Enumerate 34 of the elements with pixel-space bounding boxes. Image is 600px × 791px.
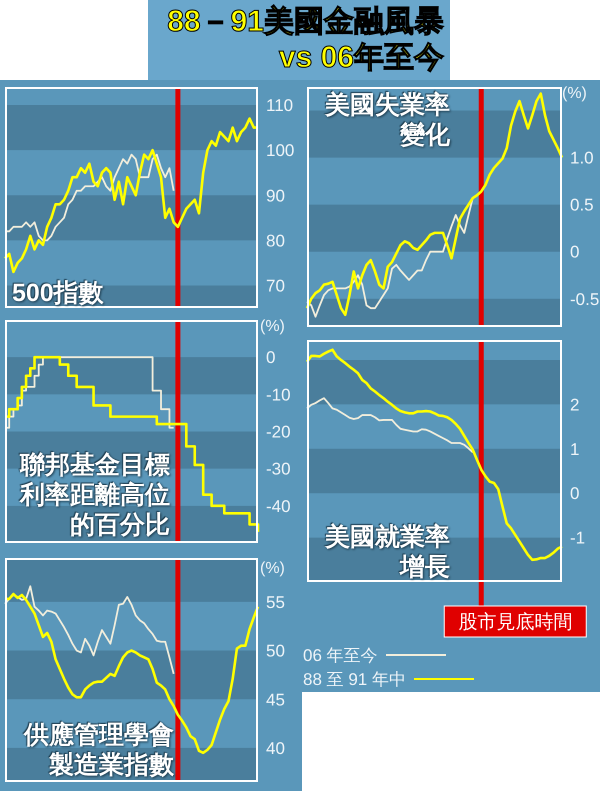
- text: 美國失業率變化: [324, 90, 450, 150]
- y-tick-label: 45: [266, 690, 285, 710]
- y-axis-title: (%): [260, 560, 285, 578]
- text: 聯邦基金目標利率距離高位的百分比: [18, 450, 170, 540]
- text: 供應管理學會製造業指數: [22, 720, 174, 780]
- text: 500指數: [12, 278, 105, 308]
- y-tick-label: 70: [266, 276, 285, 296]
- text: 美國就業率增長: [324, 522, 450, 582]
- text: 88－91美國金融風暴 vs 06年至今: [148, 0, 450, 80]
- y-axis-title: (%): [562, 85, 587, 103]
- y-tick-label: 0: [570, 484, 580, 504]
- legend-label: 06 年至今: [303, 644, 378, 666]
- y-tick-label: 55: [266, 592, 285, 612]
- y-tick-label: 90: [266, 186, 285, 206]
- text: 股市見底時間: [458, 611, 572, 633]
- y-tick-label: 50: [266, 642, 285, 661]
- y-tick-label: -20: [266, 422, 291, 442]
- y-tick-label: 0.5: [570, 196, 594, 215]
- y-tick-label: -40: [266, 496, 291, 516]
- y-tick-label: -1: [570, 528, 586, 548]
- legend-label: 88 至 91 年中: [303, 668, 406, 690]
- y-tick-label: 1.0: [570, 148, 594, 168]
- y-tick-label: 2: [570, 395, 580, 414]
- y-tick-label: 0: [266, 348, 276, 368]
- y-tick-label: -30: [266, 460, 291, 479]
- y-tick-label: 110: [266, 96, 294, 116]
- y-tick-label: 40: [266, 738, 285, 758]
- y-tick-label: -10: [266, 385, 291, 404]
- y-tick-label: 100: [266, 141, 294, 160]
- y-tick-label: -0.5: [570, 290, 600, 309]
- y-tick-label: 80: [266, 231, 285, 250]
- y-tick-label: 1: [570, 440, 580, 459]
- y-tick-label: 0: [570, 242, 580, 262]
- y-axis-title: (%): [260, 318, 285, 336]
